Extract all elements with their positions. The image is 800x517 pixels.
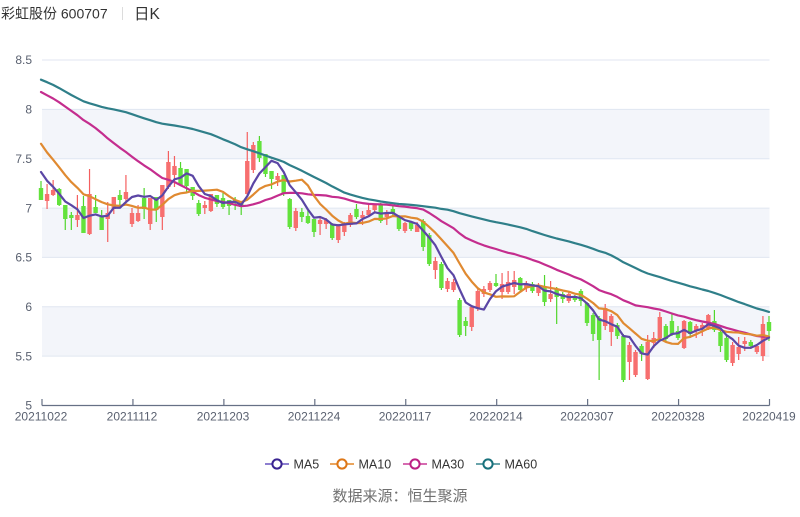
svg-text:20211112: 20211112: [107, 410, 158, 424]
svg-text:20211022: 20211022: [15, 410, 68, 424]
svg-text:20220328: 20220328: [651, 410, 705, 424]
svg-text:日K: 日K: [134, 6, 161, 23]
svg-text:5: 5: [25, 399, 32, 413]
svg-text:7: 7: [25, 201, 32, 215]
svg-text:6.5: 6.5: [15, 251, 32, 265]
svg-text:数据来源：恒生聚源: 数据来源：恒生聚源: [332, 488, 467, 505]
svg-text:20220307: 20220307: [560, 410, 614, 424]
svg-text:彩虹股份 600707: 彩虹股份 600707: [1, 6, 108, 22]
svg-text:MA60: MA60: [505, 458, 538, 472]
svg-text:MA10: MA10: [359, 458, 392, 472]
svg-text:MA30: MA30: [432, 458, 465, 472]
svg-text:8: 8: [25, 103, 32, 117]
svg-text:20220117: 20220117: [379, 410, 432, 424]
svg-text:5.5: 5.5: [15, 349, 32, 363]
svg-text:20220214: 20220214: [469, 410, 523, 424]
svg-text:8.5: 8.5: [15, 53, 32, 67]
svg-text:MA5: MA5: [294, 458, 320, 472]
svg-text:20211203: 20211203: [197, 410, 250, 424]
svg-text:20211224: 20211224: [288, 410, 341, 424]
svg-text:6: 6: [25, 300, 32, 314]
svg-text:7.5: 7.5: [15, 152, 32, 166]
svg-text:20220419: 20220419: [742, 410, 796, 424]
